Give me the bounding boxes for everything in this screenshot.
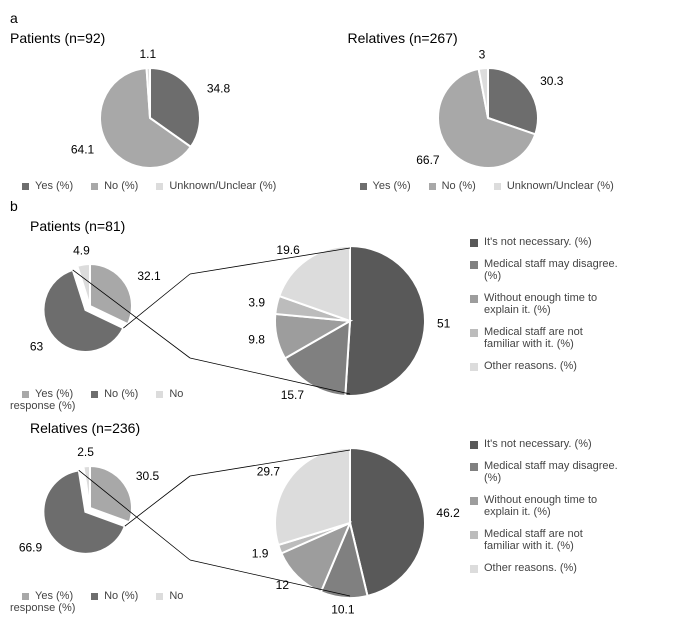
section-b-patients-row: 32.1 63 4.9 Yes (%)No (%)No response (%) 5… bbox=[10, 236, 675, 412]
svg-text:51: 51 bbox=[437, 317, 451, 331]
svg-text:30.3: 30.3 bbox=[540, 74, 564, 88]
relatives-b-title: Relatives (n=236) bbox=[30, 420, 675, 436]
svg-text:46.2: 46.2 bbox=[436, 506, 460, 520]
svg-text:9.8: 9.8 bbox=[248, 332, 265, 346]
patients-b-big-legend: It's not necessary. (%)Medical staff may… bbox=[470, 236, 675, 372]
patients-a-title: Patients (n=92) bbox=[10, 30, 338, 46]
section-a-row: Patients (n=92) 34.8 64.1 1.1 Yes (%)No (%… bbox=[10, 30, 675, 192]
section-a-legend-2: Yes (%)No (%)Unknown/Unclear (%) bbox=[348, 180, 676, 192]
svg-text:32.1: 32.1 bbox=[137, 269, 161, 283]
patients-b-title: Patients (n=81) bbox=[30, 218, 675, 234]
relatives-a-pie: 30.3 66.7 3 bbox=[348, 48, 648, 178]
relatives-b-small-legend: Yes (%)No (%)No response (%) bbox=[10, 590, 190, 614]
relatives-b-big-pie: 46.210.1121.929.7 bbox=[200, 438, 460, 608]
section-a-label: a bbox=[10, 10, 675, 26]
svg-text:15.7: 15.7 bbox=[281, 388, 305, 402]
svg-text:29.7: 29.7 bbox=[257, 464, 281, 478]
svg-text:66.7: 66.7 bbox=[416, 153, 440, 167]
svg-text:64.1: 64.1 bbox=[71, 142, 95, 156]
patients-a-pie: 34.8 64.1 1.1 bbox=[10, 48, 310, 178]
relatives-a-title: Relatives (n=267) bbox=[348, 30, 676, 46]
section-a-legend: Yes (%)No (%)Unknown/Unclear (%) bbox=[10, 180, 338, 192]
relatives-b-small-pie: 30.5 66.9 2.5 bbox=[10, 438, 190, 588]
svg-text:1.1: 1.1 bbox=[139, 48, 156, 61]
svg-text:3: 3 bbox=[478, 48, 485, 61]
svg-text:10.1: 10.1 bbox=[331, 603, 355, 617]
svg-text:30.5: 30.5 bbox=[136, 469, 160, 483]
svg-text:3.9: 3.9 bbox=[248, 295, 265, 309]
svg-text:1.9: 1.9 bbox=[252, 546, 269, 560]
patients-b-small-legend: Yes (%)No (%)No response (%) bbox=[10, 388, 190, 412]
svg-text:63: 63 bbox=[30, 340, 44, 354]
patients-b-big-pie: 51 15.7 9.8 3.9 19.6 bbox=[200, 236, 460, 406]
section-b-relatives-row: 30.5 66.9 2.5 Yes (%)No (%)No response (%)… bbox=[10, 438, 675, 614]
section-a-relatives-col: Relatives (n=267) 30.3 66.7 3 Yes (%)No (%… bbox=[348, 30, 676, 192]
svg-text:19.6: 19.6 bbox=[276, 243, 300, 257]
svg-text:12: 12 bbox=[276, 578, 290, 592]
section-a-patients-col: Patients (n=92) 34.8 64.1 1.1 Yes (%)No (%… bbox=[10, 30, 338, 192]
relatives-b-big-legend: It's not necessary. (%)Medical staff may… bbox=[470, 438, 675, 574]
svg-text:66.9: 66.9 bbox=[19, 540, 43, 554]
section-b-label: b bbox=[10, 198, 675, 214]
svg-text:4.9: 4.9 bbox=[73, 244, 90, 258]
svg-text:2.5: 2.5 bbox=[77, 445, 94, 459]
patients-b-small-pie: 32.1 63 4.9 bbox=[10, 236, 190, 386]
svg-text:34.8: 34.8 bbox=[207, 82, 231, 96]
